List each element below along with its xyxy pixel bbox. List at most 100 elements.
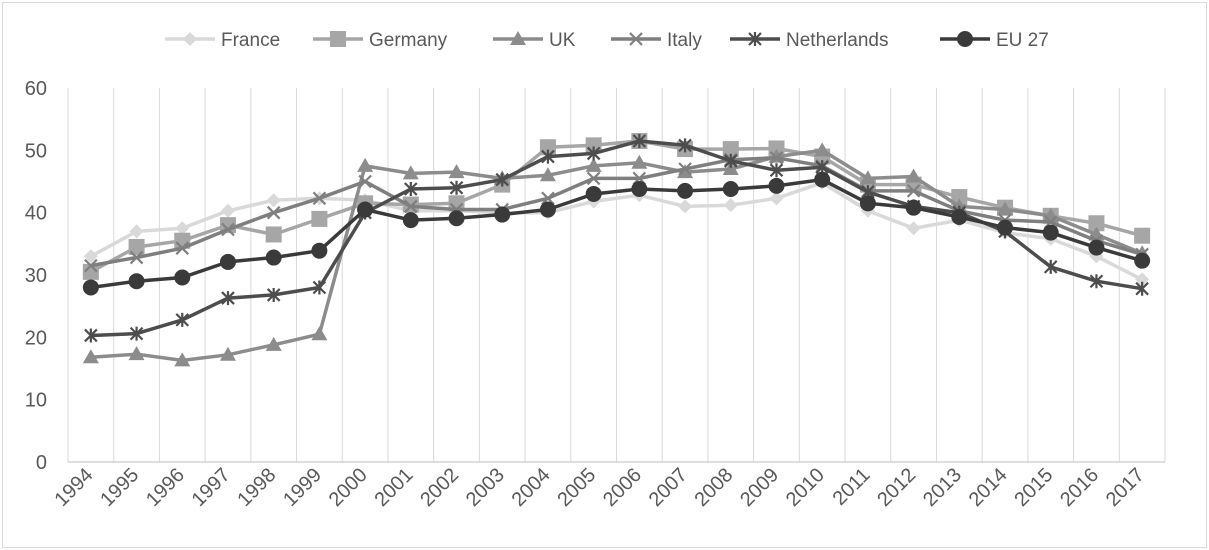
x-tick-label: 2005 (553, 464, 600, 511)
data-point (402, 212, 419, 229)
data-point (311, 210, 328, 227)
data-point (449, 180, 464, 195)
data-point (585, 185, 602, 202)
data-point (814, 142, 831, 157)
data-point (586, 171, 601, 186)
data-point (448, 164, 465, 179)
legend-item: Germany (313, 30, 448, 51)
data-point (957, 31, 973, 47)
data-point (1042, 224, 1059, 241)
data-point (510, 31, 526, 45)
data-point (1134, 227, 1151, 244)
legend-item: UK (493, 30, 576, 51)
data-point (402, 165, 419, 180)
data-point (1043, 259, 1058, 274)
data-point (219, 346, 236, 361)
legend-item: Italy (611, 30, 702, 51)
data-point (266, 193, 281, 208)
data-point (494, 206, 511, 223)
legend-label: UK (549, 30, 576, 51)
data-point (997, 201, 1014, 216)
series-line (90, 180, 1143, 281)
data-point (495, 172, 510, 187)
x-tick-label: 2002 (416, 464, 463, 511)
data-point (448, 195, 465, 212)
data-point (174, 269, 191, 286)
data-point (585, 157, 602, 172)
x-tick-label: 2010 (782, 464, 829, 511)
y-tick-label: 20 (25, 327, 47, 349)
data-point (677, 182, 694, 199)
data-point (951, 209, 968, 226)
data-point (722, 161, 739, 176)
data-point (859, 170, 876, 185)
data-point (678, 138, 692, 153)
data-point (769, 191, 784, 206)
x-tick-label: 2000 (325, 464, 372, 511)
data-point (906, 184, 921, 198)
data-point (83, 249, 98, 264)
data-point (84, 258, 98, 273)
legend-label: Germany (369, 30, 448, 51)
data-point (722, 180, 739, 197)
x-tick-label: 2011 (829, 464, 875, 510)
data-point (312, 191, 327, 206)
data-point (175, 241, 190, 255)
data-point (129, 224, 144, 239)
data-point (82, 263, 99, 280)
data-point (859, 195, 876, 212)
y-tick-label: 50 (25, 140, 47, 162)
data-point (311, 242, 328, 259)
y-tick-label: 30 (25, 265, 47, 287)
data-point (769, 151, 784, 165)
data-point (814, 171, 831, 188)
data-point (175, 221, 190, 236)
x-tick-label: 2009 (736, 464, 783, 511)
y-tick-label: 0 (36, 452, 47, 474)
data-point (1088, 239, 1105, 256)
data-point (539, 167, 556, 182)
y-axis-tick-labels: 0 10 20 30 40 50 60 (25, 78, 47, 474)
data-point (678, 162, 692, 176)
data-point (174, 352, 191, 367)
data-point (266, 205, 281, 220)
data-point (678, 199, 693, 214)
x-tick-label: 1995 (96, 464, 143, 511)
x-tick-label: 2017 (1102, 464, 1149, 511)
data-point (265, 226, 282, 243)
legend: France Germany UK Italy Netherlands EU 27 (165, 30, 1049, 51)
data-point (723, 153, 738, 168)
data-point (311, 326, 328, 341)
x-tick-label: 2015 (1010, 464, 1057, 511)
x-tick-label: 2016 (1056, 464, 1103, 511)
data-point (82, 279, 99, 296)
legend-label: France (221, 30, 280, 51)
data-point (330, 31, 346, 47)
data-point (1134, 252, 1151, 269)
data-point (1088, 215, 1105, 232)
series-uk (82, 142, 1151, 367)
data-point (541, 149, 555, 164)
x-tick-label: 2008 (690, 464, 737, 511)
data-point (629, 32, 643, 46)
data-point (129, 250, 144, 265)
y-tick-label: 60 (25, 78, 47, 100)
data-point (905, 168, 922, 183)
data-point (1135, 281, 1149, 296)
data-point (358, 174, 372, 189)
data-point (768, 177, 785, 194)
x-tick-label: 1999 (279, 464, 326, 511)
data-point (357, 201, 374, 218)
x-tick-label: 1998 (233, 464, 280, 511)
data-point (220, 203, 235, 218)
data-point (677, 164, 694, 179)
data-point (631, 154, 648, 169)
legend-label: Italy (667, 30, 702, 51)
data-point (312, 280, 327, 295)
legend-item: France (165, 30, 280, 51)
data-point (1135, 272, 1150, 287)
data-point (404, 181, 418, 196)
x-tick-label: 2001 (370, 464, 417, 511)
